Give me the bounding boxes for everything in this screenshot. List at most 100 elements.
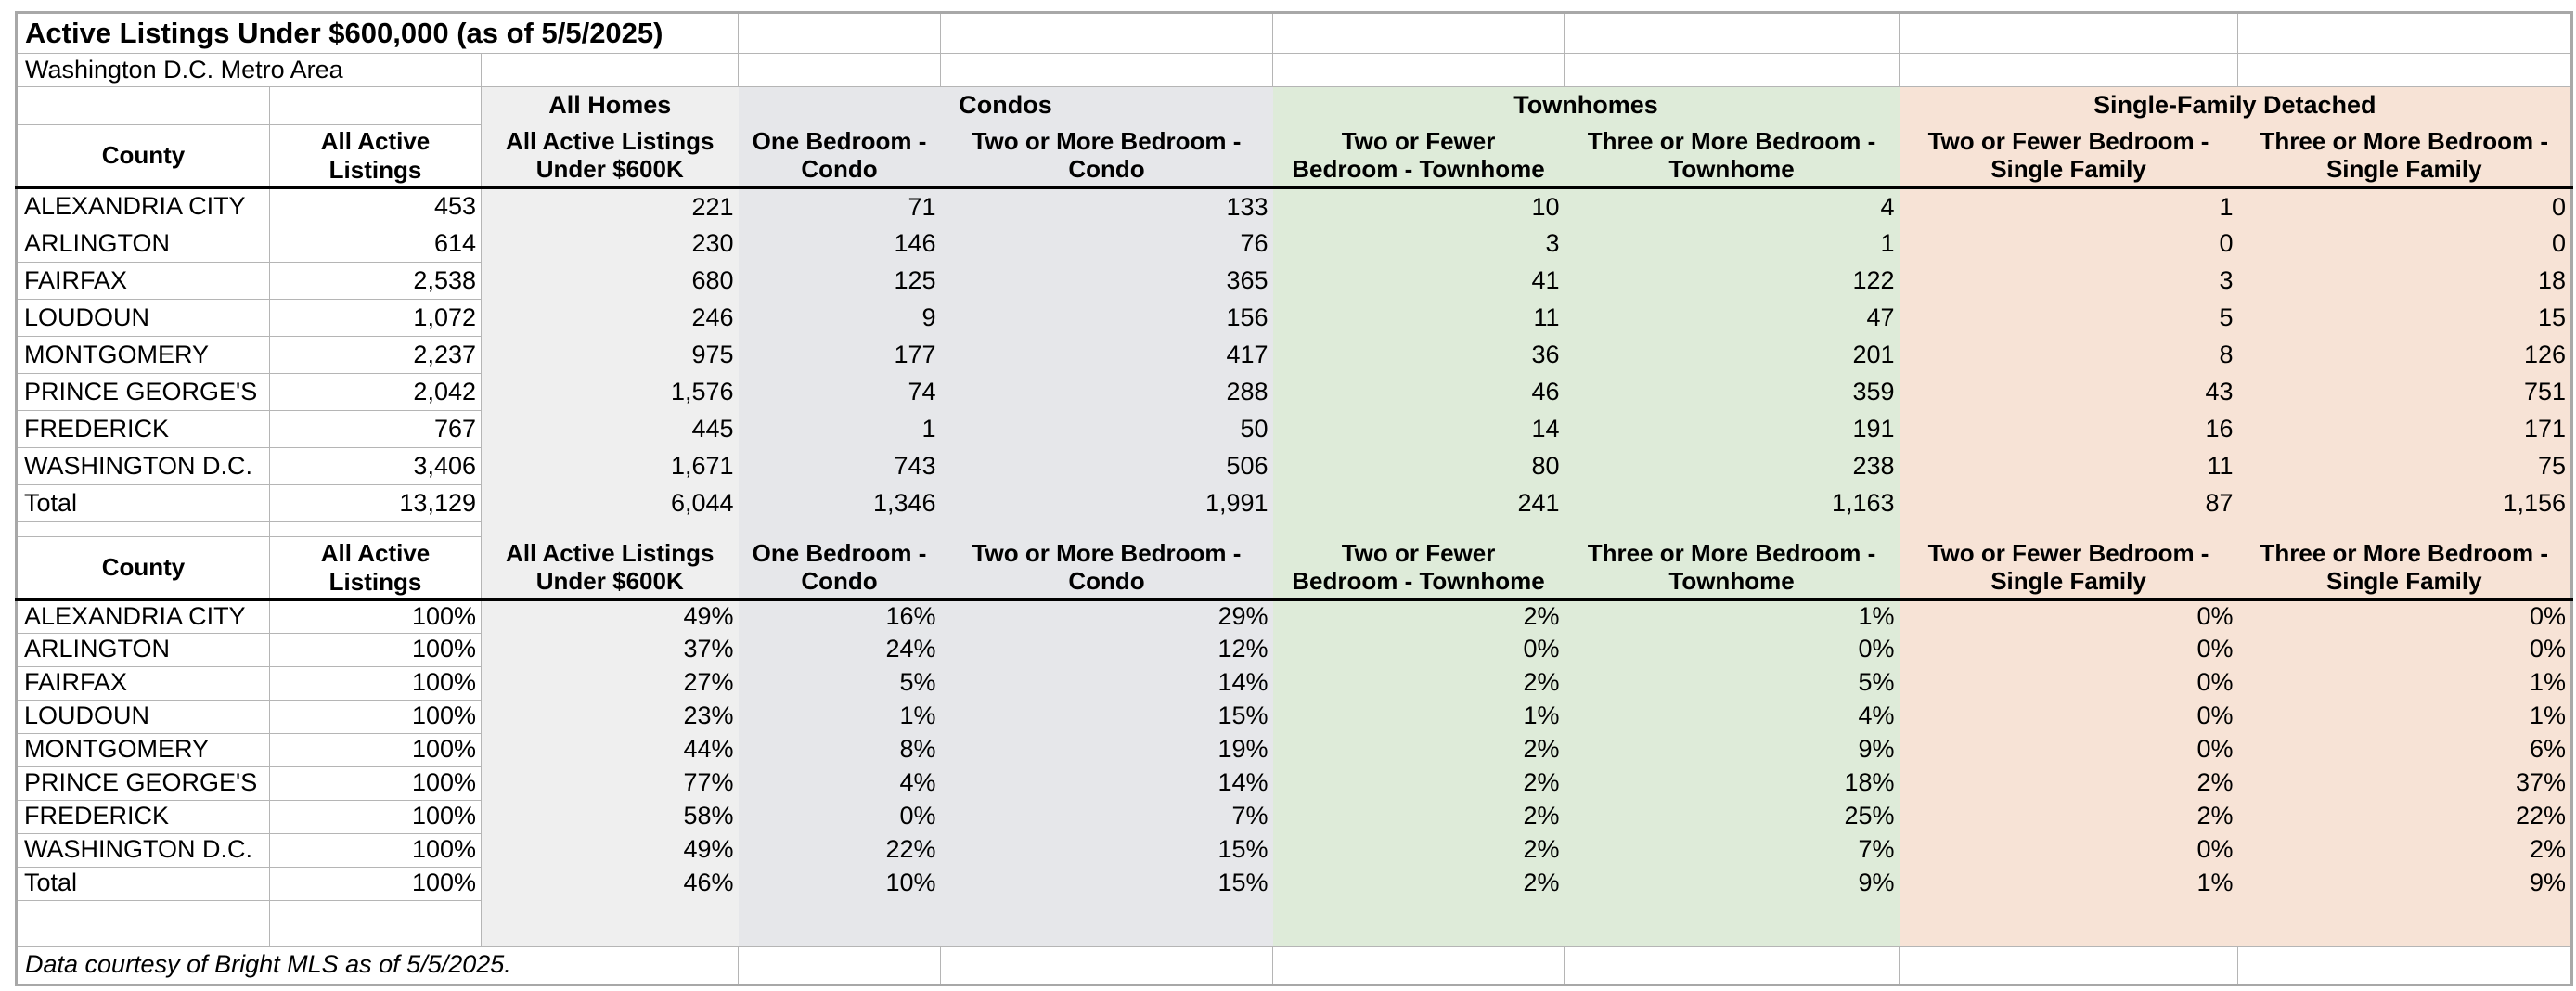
- empty-cell: [2237, 521, 2572, 537]
- empty-cell: [1272, 521, 1565, 537]
- value-cell: 37%: [2237, 766, 2572, 801]
- value-cell: 100%: [269, 866, 482, 901]
- column-header-row: County All Active Listings All Active List…: [16, 124, 2572, 190]
- value-cell: 6%: [2237, 733, 2572, 767]
- value-cell: 126: [2237, 336, 2572, 374]
- value-cell: 1,576: [481, 373, 739, 411]
- value-cell: 2%: [2237, 833, 2572, 868]
- empty-cell: [2237, 53, 2573, 87]
- value-cell: 100%: [269, 699, 482, 734]
- empty-cell: [1564, 53, 1900, 87]
- row-label: PRINCE GEORGE'S: [16, 372, 270, 411]
- value-cell: 6,044: [481, 484, 739, 522]
- value-cell: 100%: [269, 665, 482, 701]
- column-header: All Active Listings Under $600K: [481, 124, 739, 190]
- table-row: ARLINGTON 614 230 146 76 3 1 0 0: [16, 224, 2572, 263]
- value-cell: 9%: [1564, 733, 1900, 767]
- value-cell: 241: [1272, 484, 1565, 522]
- row-label: WASHINGTON D.C.: [16, 446, 270, 485]
- value-cell: 246: [481, 299, 739, 337]
- value-cell: 506: [940, 447, 1273, 485]
- value-cell: 288: [940, 373, 1273, 411]
- value-cell: 1%: [1564, 599, 1900, 634]
- empty-cell: [2237, 12, 2573, 54]
- row-label: FREDERICK: [16, 409, 270, 448]
- page-title: Active Listings Under $600,000 (as of 5/…: [15, 12, 740, 54]
- row-label: Total: [16, 483, 270, 522]
- value-cell: 80: [1272, 447, 1565, 485]
- value-cell: 5: [1899, 299, 2238, 337]
- table-row: FREDERICK 767 445 1 50 14 191 16 171: [16, 409, 2572, 448]
- value-cell: 743: [738, 447, 941, 485]
- column-header: County: [16, 124, 270, 190]
- value-cell: 614: [269, 224, 482, 263]
- row-label: ARLINGTON: [16, 224, 270, 263]
- value-cell: 122: [1564, 262, 1900, 300]
- empty-cell: [2237, 900, 2572, 947]
- value-cell: 14%: [940, 766, 1273, 801]
- value-cell: 36: [1272, 336, 1565, 374]
- value-cell: 15%: [940, 700, 1273, 734]
- value-cell: 100%: [269, 598, 482, 634]
- value-cell: 14: [1272, 410, 1565, 448]
- value-cell: 1,991: [940, 484, 1273, 522]
- value-cell: 2%: [1272, 733, 1565, 767]
- row-label: LOUDOUN: [16, 699, 270, 734]
- value-cell: 100%: [269, 799, 482, 834]
- column-header: Two or Fewer Bedroom - Single Family: [1899, 124, 2238, 190]
- value-cell: 2%: [1272, 800, 1565, 834]
- group-header-townhomes: Townhomes: [1272, 86, 1900, 125]
- value-cell: 1%: [2237, 666, 2572, 701]
- table-row: Total 100% 46% 10% 15% 2% 9% 1% 9%: [16, 866, 2572, 901]
- empty-cell: [480, 53, 740, 87]
- empty-cell: [738, 900, 941, 947]
- column-header: All Active Listings: [269, 124, 482, 190]
- empty-cell: [1272, 946, 1565, 985]
- empty-cell: [940, 900, 1273, 947]
- value-cell: 2%: [1272, 833, 1565, 868]
- empty-cell: [1899, 900, 2238, 947]
- value-cell: 100%: [269, 766, 482, 801]
- value-cell: 46: [1272, 373, 1565, 411]
- column-header: One Bedroom - Condo: [738, 536, 941, 602]
- value-cell: 221: [481, 187, 739, 225]
- value-cell: 1%: [738, 700, 941, 734]
- value-cell: 58%: [481, 800, 739, 834]
- row-label: MONTGOMERY: [16, 732, 270, 767]
- value-cell: 10%: [738, 867, 941, 901]
- value-cell: 1%: [1272, 700, 1565, 734]
- value-cell: 0%: [1899, 833, 2238, 868]
- empty-cell: [940, 12, 1274, 54]
- table-row: ALEXANDRIA CITY 453 221 71 133 10 4 1 0: [16, 187, 2572, 225]
- empty-cell: [16, 86, 270, 125]
- table-row: MONTGOMERY 100% 44% 8% 19% 2% 9% 0% 6%: [16, 732, 2572, 767]
- empty-cell: [738, 521, 941, 537]
- empty-cell: [940, 53, 1274, 87]
- value-cell: 125: [738, 262, 941, 300]
- value-cell: 76: [940, 225, 1273, 263]
- value-cell: 3,406: [269, 446, 482, 485]
- value-cell: 22%: [738, 833, 941, 868]
- value-cell: 146: [738, 225, 941, 263]
- value-cell: 445: [481, 410, 739, 448]
- row-label: FAIRFAX: [16, 261, 270, 300]
- empty-cell: [16, 899, 270, 947]
- value-cell: 767: [269, 409, 482, 448]
- value-cell: 49%: [481, 833, 739, 868]
- value-cell: 8%: [738, 733, 941, 767]
- value-cell: 13,129: [269, 483, 482, 522]
- column-header: Two or Fewer Bedroom - Townhome: [1272, 124, 1565, 190]
- table-row: ARLINGTON 100% 37% 24% 12% 0% 0% 0% 0%: [16, 632, 2572, 667]
- value-cell: 15: [2237, 299, 2572, 337]
- value-cell: 0: [1899, 225, 2238, 263]
- value-cell: 16: [1899, 410, 2238, 448]
- table-row: ALEXANDRIA CITY 100% 49% 16% 29% 2% 1% 0% 0%: [16, 598, 2572, 634]
- listings-table: Active Listings Under $600,000 (as of 5/…: [15, 11, 2574, 986]
- value-cell: 359: [1564, 373, 1900, 411]
- value-cell: 0%: [1899, 733, 2238, 767]
- value-cell: 0%: [2237, 633, 2572, 667]
- value-cell: 29%: [940, 599, 1273, 634]
- value-cell: 7%: [940, 800, 1273, 834]
- value-cell: 751: [2237, 373, 2572, 411]
- value-cell: 9%: [2237, 867, 2572, 901]
